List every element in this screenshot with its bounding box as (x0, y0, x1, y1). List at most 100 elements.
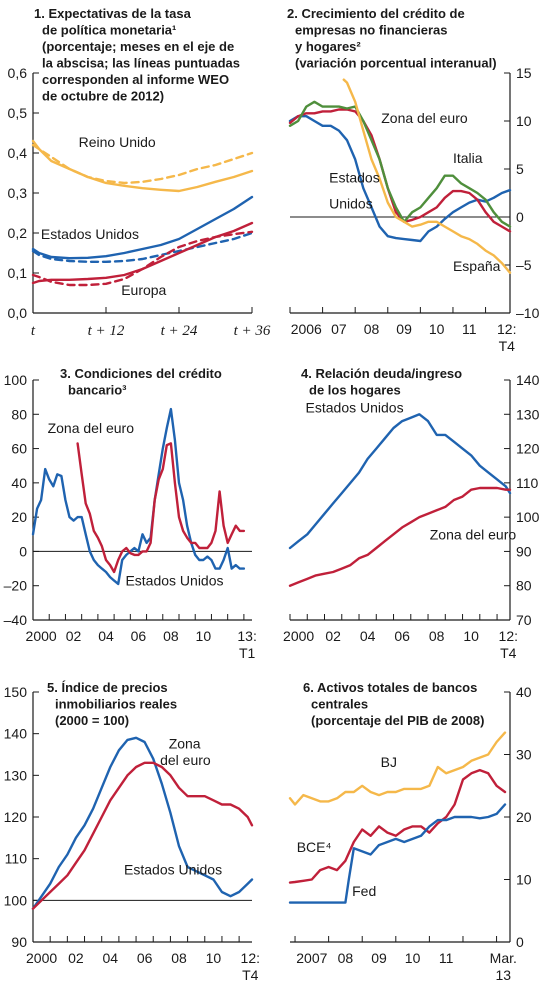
series-line-estados-unidos (288, 115, 512, 243)
chart-title-line: de política monetaria¹ (42, 23, 176, 38)
chart-title-line: bancario³ (68, 383, 127, 398)
y-tick-label: 90 (11, 934, 27, 950)
x-tick-label: 13: (237, 628, 256, 644)
x-tick-sublabel: T4 (242, 967, 259, 983)
series-line-espa-a (342, 78, 512, 274)
x-tick-label: t + 36 (234, 323, 271, 339)
chart-title-line: y hogares² (295, 39, 361, 54)
y-tick-label: 15 (516, 65, 532, 81)
x-tick-label: 02 (68, 950, 84, 966)
y-tick-label: 140 (516, 372, 540, 388)
y-tick-label: 70 (516, 612, 532, 628)
series-label: Zona del euro (48, 420, 135, 436)
y-tick-label: 10 (516, 113, 532, 129)
y-tick-label: 120 (4, 809, 28, 825)
y-tick-label: 80 (11, 406, 27, 422)
chart-title-line: la abscisa; las líneas puntuadas (42, 56, 240, 71)
series-label: Fed (352, 883, 376, 899)
series-line-reino-unido (31, 139, 254, 193)
chart-title-line: (2000 = 100) (55, 713, 129, 728)
series-line-red-dashed (31, 230, 254, 287)
y-tick-label: –5 (516, 257, 532, 273)
x-tick-label: 10 (463, 628, 479, 644)
y-tick-label: –10 (516, 305, 540, 321)
chart-panel-1: 1. Expectativas de la tasa de política mo… (8, 6, 271, 339)
series-line-estados-unidos (288, 413, 512, 550)
series-line-zona-del-euro (76, 442, 246, 574)
x-tick-label: 10 (206, 950, 222, 966)
series-label: Estados Unidos (125, 573, 223, 589)
chart-title-line: 3. Condiciones del crédito (60, 366, 222, 381)
chart-title-line: (porcentaje; meses en el eje de (42, 39, 234, 54)
chart-title-line: empresas no financieras (295, 23, 447, 38)
chart-panel-3: 3. Condiciones del crédito bancario³ –40 –2… (4, 366, 257, 661)
y-tick-label: 0 (516, 209, 524, 225)
y-tick-label: 0,0 (8, 305, 28, 321)
y-tick-label: 140 (4, 726, 28, 742)
y-tick-label: 0,6 (8, 65, 28, 81)
x-tick-label: 2006 (291, 321, 322, 337)
series-label: BJ (381, 754, 397, 770)
series-label: Europa (121, 282, 166, 298)
chart-title-line: (porcentaje del PIB de 2008) (311, 713, 484, 728)
x-tick-label: 2000 (26, 628, 57, 644)
x-tick-label: Mar. (490, 950, 517, 966)
x-tick-sublabel: T4 (499, 338, 516, 354)
y-tick-label: 110 (516, 475, 539, 491)
y-tick-label: 40 (11, 475, 27, 491)
y-tick-label: 100 (516, 509, 540, 525)
x-tick-label: 04 (360, 628, 376, 644)
x-tick-label: 07 (331, 321, 347, 337)
y-tick-label: 130 (516, 406, 540, 422)
series-label: Estados Unidos (306, 400, 404, 416)
x-tick-label: 12: (499, 628, 518, 644)
series-line-estados-unidos (31, 407, 246, 586)
y-tick-label: 100 (4, 892, 28, 908)
x-tick-sublabel: T4 (500, 645, 517, 661)
series-label: del euro (160, 752, 211, 768)
x-tick-label: 08 (338, 950, 354, 966)
series-line-fed (288, 803, 507, 904)
chart-panel-4: 4. Relación deuda/ingreso de los hogares 7… (283, 366, 540, 661)
series-label: Zona del euro (381, 110, 468, 126)
series-label: Unidos (329, 195, 373, 211)
x-tick-label: 04 (98, 628, 114, 644)
y-tick-label: 60 (11, 441, 27, 457)
chart-title-line: de octubre de 2012) (42, 89, 164, 104)
x-tick-label: 11 (439, 950, 454, 966)
x-tick-label: 09 (371, 950, 387, 966)
x-tick-label: 08 (163, 628, 179, 644)
chart-title-line: 1. Expectativas de la tasa (34, 6, 192, 21)
series-label: Estados Unidos (124, 862, 222, 878)
x-tick-label: 08 (171, 950, 187, 966)
y-tick-label: 0,1 (8, 265, 28, 281)
y-tick-label: 0,3 (8, 185, 28, 201)
chart-title-line: 5. Índice de precios (47, 680, 168, 695)
y-tick-label: 10 (516, 872, 532, 888)
series-label: Reino Unido (79, 134, 156, 150)
x-tick-sublabel: T1 (239, 645, 256, 661)
series-label: Zona (169, 735, 201, 751)
y-tick-label: 80 (516, 578, 532, 594)
series-line-yellow-dashed (31, 143, 254, 185)
y-tick-label: 120 (516, 441, 540, 457)
y-tick-label: –40 (4, 612, 28, 628)
series-line-zona-del-euro (288, 486, 512, 587)
series-line-bce- (288, 768, 507, 884)
y-tick-label: 5 (516, 161, 524, 177)
chart-panel-5: 5. Índice de precios inmobiliarios reales… (4, 680, 260, 983)
chart-panel-6: 6. Activos totales de bancos centrales(po… (288, 680, 532, 983)
x-tick-label: 08 (364, 321, 380, 337)
x-tick-label: 11 (462, 321, 477, 337)
x-tick-label: t + 24 (161, 323, 198, 339)
x-tick-sublabel: 13 (495, 967, 511, 983)
series-label: España (453, 258, 501, 274)
chart-title-line: corresponden al informe WEO (42, 72, 229, 87)
series-label: BCE⁴ (297, 839, 332, 855)
y-tick-label: 0 (516, 934, 524, 950)
y-tick-label: 20 (516, 809, 532, 825)
y-tick-label: 20 (11, 509, 27, 525)
y-tick-label: 130 (4, 767, 28, 783)
series-label: Estados Unidos (41, 226, 139, 242)
